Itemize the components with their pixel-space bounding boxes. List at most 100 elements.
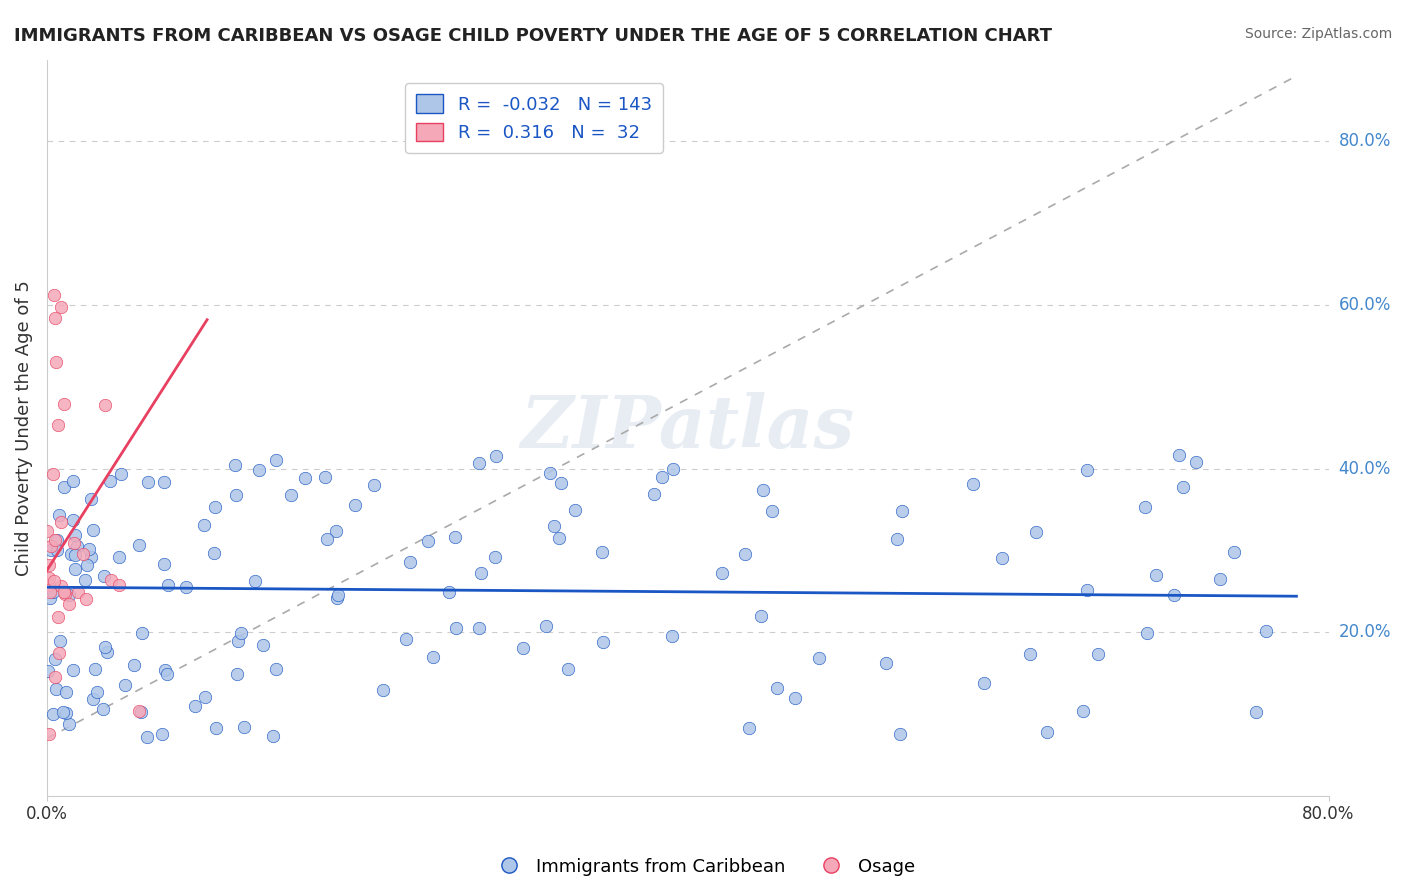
Point	[44, 681, 66, 696]
Point	[39, 585, 62, 599]
Point	[55, 706, 77, 720]
Point	[45, 543, 67, 558]
Point	[890, 504, 912, 518]
Point	[765, 681, 787, 695]
Point	[58, 588, 80, 602]
Point	[62, 474, 84, 488]
Point	[44, 670, 66, 684]
Point	[150, 727, 173, 741]
Point	[643, 487, 665, 501]
Point	[52, 705, 75, 719]
Point	[661, 629, 683, 643]
Point	[37, 524, 59, 538]
Point	[807, 651, 830, 665]
Point	[1136, 626, 1159, 640]
Point	[662, 462, 685, 476]
Point	[110, 467, 132, 481]
Point	[136, 730, 159, 744]
Text: ZIPatlas: ZIPatlas	[520, 392, 855, 463]
Point	[262, 729, 284, 743]
Text: 40.0%: 40.0%	[1339, 459, 1391, 477]
Point	[710, 566, 733, 581]
Point	[1025, 524, 1047, 539]
Point	[252, 638, 274, 652]
Point	[446, 621, 468, 635]
Point	[108, 550, 131, 565]
Point	[44, 533, 66, 547]
Point	[129, 705, 152, 719]
Point	[485, 450, 508, 464]
Point	[734, 547, 756, 561]
Point	[58, 597, 80, 611]
Point	[1254, 624, 1277, 638]
Point	[538, 466, 561, 480]
Point	[131, 626, 153, 640]
Point	[72, 547, 94, 561]
Point	[247, 463, 270, 477]
Point	[49, 579, 72, 593]
Point	[52, 480, 75, 494]
Point	[752, 483, 775, 498]
Point	[38, 571, 60, 585]
Text: 80.0%: 80.0%	[1339, 132, 1391, 151]
Point	[204, 500, 226, 514]
Point	[243, 574, 266, 589]
Point	[1244, 705, 1267, 719]
Point	[1163, 588, 1185, 602]
Point	[45, 533, 67, 548]
Point	[77, 541, 100, 556]
Point	[44, 651, 66, 665]
Point	[93, 398, 115, 412]
Text: 20.0%: 20.0%	[1339, 624, 1391, 641]
Point	[1087, 648, 1109, 662]
Point	[326, 591, 349, 605]
Point	[266, 453, 288, 467]
Point	[51, 515, 73, 529]
Point	[962, 476, 984, 491]
Point	[174, 580, 197, 594]
Point	[749, 608, 772, 623]
Point	[512, 640, 534, 655]
Point	[233, 720, 256, 734]
Point	[592, 634, 614, 648]
Point	[156, 666, 179, 681]
Point	[153, 557, 176, 571]
Point	[444, 530, 467, 544]
Point	[343, 498, 366, 512]
Point	[738, 721, 761, 735]
Point	[1019, 647, 1042, 661]
Point	[66, 584, 89, 599]
Point	[761, 504, 783, 518]
Point	[39, 539, 62, 553]
Point	[468, 621, 491, 635]
Point	[48, 646, 70, 660]
Point	[225, 488, 247, 502]
Point	[280, 488, 302, 502]
Point	[470, 566, 492, 580]
Point	[58, 716, 80, 731]
Point	[889, 727, 911, 741]
Point	[1144, 568, 1167, 582]
Point	[557, 662, 579, 676]
Point	[183, 698, 205, 713]
Point	[86, 685, 108, 699]
Point	[153, 663, 176, 677]
Point	[66, 539, 89, 553]
Point	[484, 550, 506, 565]
Point	[75, 573, 97, 587]
Point	[886, 533, 908, 547]
Point	[42, 585, 65, 599]
Point	[314, 469, 336, 483]
Point	[114, 678, 136, 692]
Point	[59, 547, 82, 561]
Point	[437, 585, 460, 599]
Point	[1223, 545, 1246, 559]
Point	[94, 640, 117, 654]
Point	[225, 667, 247, 681]
Point	[48, 508, 70, 523]
Text: IMMIGRANTS FROM CARIBBEAN VS OSAGE CHILD POVERTY UNDER THE AGE OF 5 CORRELATION : IMMIGRANTS FROM CARIBBEAN VS OSAGE CHILD…	[14, 27, 1052, 45]
Point	[651, 470, 673, 484]
Point	[1184, 455, 1206, 469]
Point	[96, 645, 118, 659]
Point	[1133, 500, 1156, 514]
